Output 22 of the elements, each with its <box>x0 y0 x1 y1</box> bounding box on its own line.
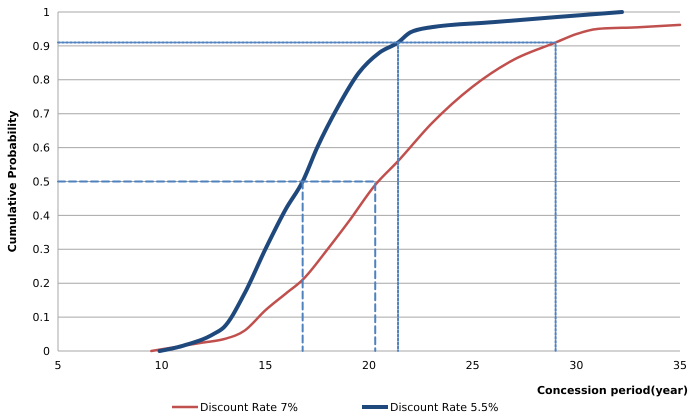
y-tick-label: 0.9 <box>32 40 50 53</box>
x-tick-label: 30 <box>569 359 584 372</box>
x-tick-label: 25 <box>466 359 480 372</box>
y-tick-label: 0 <box>43 344 50 358</box>
x-tick-label: 5 <box>54 359 62 372</box>
x-tick-label: 35 <box>673 359 687 372</box>
y-tick-label: 0.8 <box>32 74 50 87</box>
y-tick-label: 0.5 <box>32 175 50 188</box>
y-tick-label: 0.2 <box>32 277 50 290</box>
y-tick-label: 0.4 <box>32 209 50 222</box>
legend-label: Discount Rate 7% <box>200 401 298 414</box>
x-tick-label: 15 <box>258 359 272 372</box>
x-tick-label: 20 <box>362 359 376 372</box>
x-axis-title: Concession period(year) <box>536 384 688 397</box>
y-tick-label: 0.7 <box>32 108 50 121</box>
y-axis-title: Cumulative Probability <box>6 110 19 252</box>
y-tick-label: 1 <box>43 6 50 19</box>
y-tick-label: 0.3 <box>32 243 50 256</box>
legend-label: Discount Rate 5.5% <box>390 401 498 414</box>
y-tick-label: 0.6 <box>32 141 50 154</box>
y-tick-label: 0.1 <box>32 310 50 324</box>
x-tick-label: 10 <box>154 359 169 372</box>
